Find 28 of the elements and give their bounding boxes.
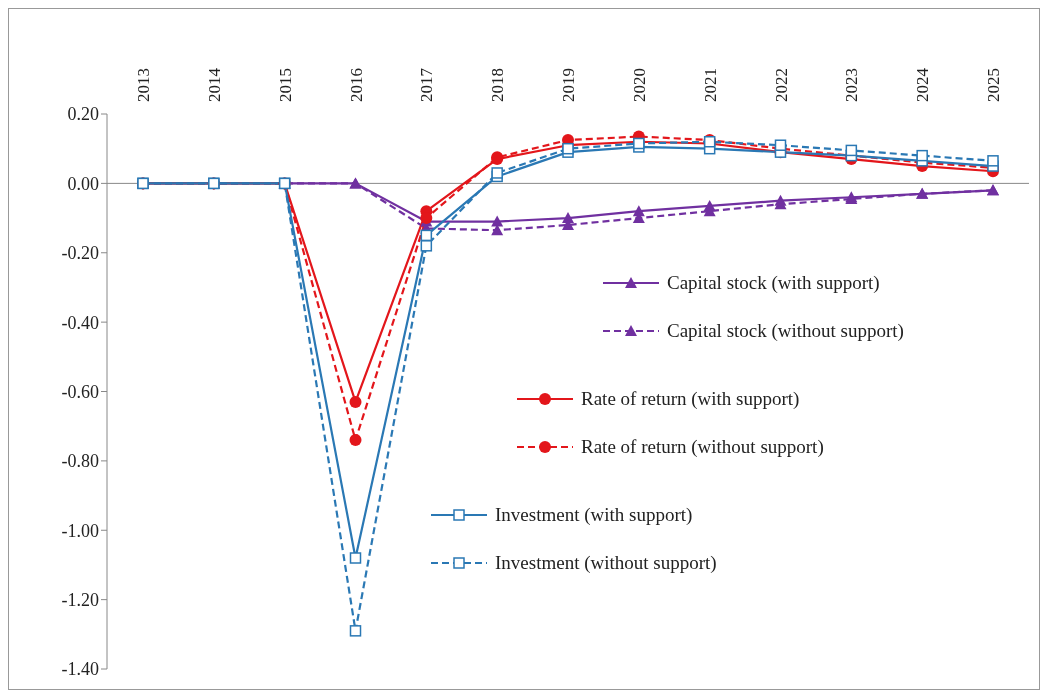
y-tick-label: -0.60 [61,381,99,402]
y-tick-label: 0.00 [67,173,99,194]
x-tick-label: 2024 [913,67,933,102]
x-tick-label: 2017 [417,67,437,102]
legend-label: Capital stock (without support) [667,320,904,342]
x-tick-label: 2015 [275,68,295,102]
x-tick-label: 2023 [842,68,862,102]
x-tick-label: 2018 [488,68,508,102]
legend-label: Capital stock (with support) [667,272,880,294]
x-tick-label: 2019 [559,68,578,102]
legend-label: Rate of return (without support) [581,436,824,458]
x-tick-label: 2025 [984,68,1003,102]
x-tick-label: 2014 [204,67,224,102]
legend-label: Investment (without support) [495,552,717,574]
legend-label: Rate of return (with support) [581,388,800,410]
legend-label: Investment (with support) [495,504,693,526]
x-tick-label: 2013 [134,68,153,102]
y-tick-label: -1.00 [61,520,99,541]
y-tick-label: -0.40 [61,312,99,333]
y-tick-label: -0.20 [61,243,99,264]
x-tick-label: 2020 [629,68,649,102]
x-tick-label: 2022 [771,68,791,102]
x-tick-label: 2016 [346,68,366,102]
y-tick-label: -1.20 [61,590,99,611]
y-tick-label: -1.40 [61,659,99,680]
y-tick-label: -0.80 [61,451,99,472]
y-tick-label: 0.20 [67,104,99,125]
x-tick-label: 2021 [700,68,720,102]
